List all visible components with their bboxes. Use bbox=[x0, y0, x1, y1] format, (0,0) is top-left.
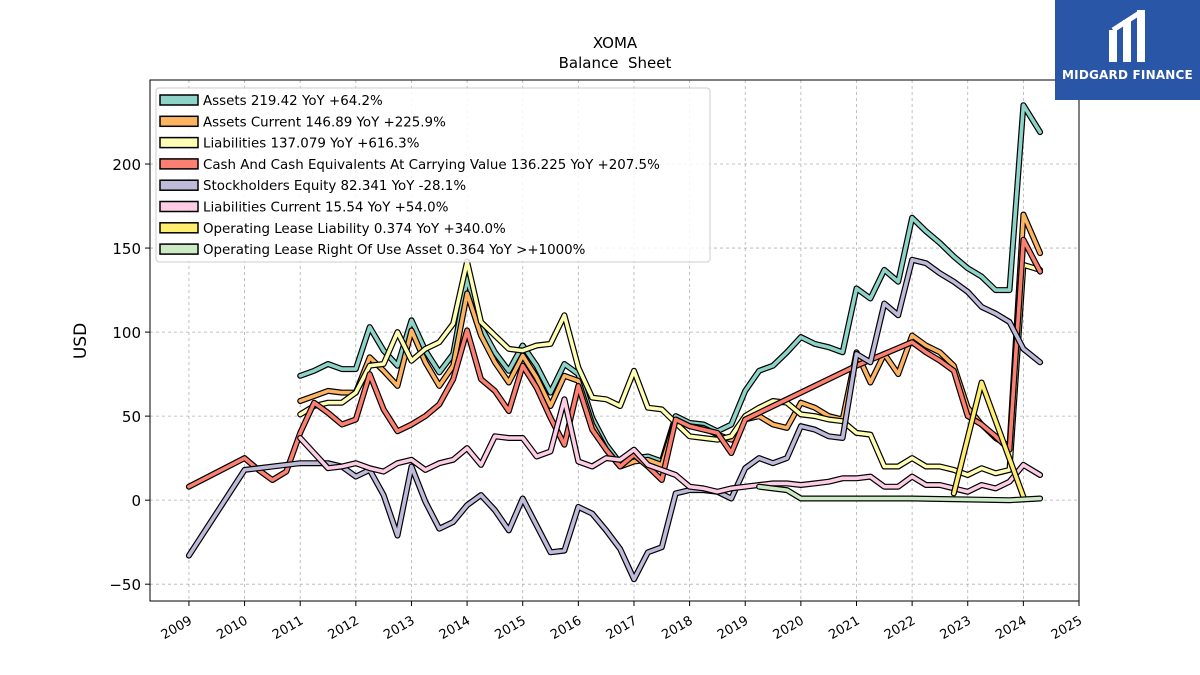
y-tick-label: 50 bbox=[122, 408, 141, 426]
legend-label: Assets 219.42 YoY +64.2% bbox=[203, 94, 383, 109]
series-layer bbox=[185, 102, 1044, 583]
x-tick-label: 2024 bbox=[993, 613, 1029, 643]
x-tick-label: 2013 bbox=[381, 613, 417, 643]
logo-mark-icon bbox=[1109, 9, 1145, 62]
x-tick-label: 2023 bbox=[938, 613, 974, 643]
legend: Assets 219.42 YoY +64.2% Assets Current 1… bbox=[155, 87, 711, 263]
y-tick-label: 200 bbox=[112, 156, 141, 174]
series-line bbox=[187, 237, 1042, 489]
legend-frame bbox=[155, 87, 711, 263]
x-tick-label: 2017 bbox=[604, 613, 640, 643]
x-tick-label: 2020 bbox=[771, 613, 807, 643]
y-tick-label: 0 bbox=[131, 492, 141, 510]
y-tick-label: 150 bbox=[112, 240, 141, 258]
legend-swatch bbox=[159, 136, 199, 149]
legend-swatch bbox=[159, 222, 199, 234]
legend-swatch bbox=[159, 179, 199, 191]
x-tick-label: 2018 bbox=[659, 613, 695, 643]
brand-logo: MIDGARD FINANCE bbox=[1055, 0, 1200, 100]
y-axis-label: USD bbox=[71, 323, 91, 359]
x-tick-label: 2014 bbox=[437, 613, 473, 643]
legend-label: Liabilities 137.079 YoY +616.3% bbox=[203, 137, 419, 152]
y-tick-label: 100 bbox=[112, 324, 141, 342]
logo-text: MIDGARD FINANCE bbox=[1062, 68, 1193, 82]
x-tick-label: 2011 bbox=[270, 613, 306, 643]
chart-subtitle: Balance Sheet bbox=[559, 54, 672, 72]
legend-label: Stockholders Equity 82.341 YoY -28.1% bbox=[203, 179, 466, 194]
x-tick-label: 2012 bbox=[326, 613, 362, 643]
y-axis: −50 0 50 100 150 200 bbox=[109, 156, 150, 594]
legend-swatch bbox=[159, 115, 199, 128]
legend-label: Assets Current 146.89 YoY +225.9% bbox=[203, 115, 446, 130]
chart-title: XOMA bbox=[593, 34, 638, 52]
legend-swatch bbox=[159, 243, 199, 255]
x-tick-label: 2021 bbox=[826, 613, 862, 643]
legend-label: Liabilities Current 15.54 YoY +54.0% bbox=[203, 201, 448, 216]
series-line bbox=[298, 397, 1042, 494]
series-line bbox=[952, 380, 1026, 499]
series-line bbox=[187, 258, 1042, 581]
x-tick-label: 2009 bbox=[159, 613, 195, 643]
x-axis: 2009 2010 2011 2012 2013 2014 2015 2016 2017 2018… bbox=[159, 601, 1085, 643]
legend-label: Operating Lease Right Of Use Asset 0.364… bbox=[203, 243, 585, 258]
legend-swatch bbox=[159, 94, 199, 106]
legend-swatch bbox=[159, 200, 199, 213]
plot-frame bbox=[149, 79, 1080, 602]
series-line bbox=[757, 484, 1042, 502]
legend-label: Cash And Cash Equivalents At Carrying Va… bbox=[203, 158, 660, 173]
x-tick-label: 2025 bbox=[1049, 613, 1085, 643]
x-tick-label: 2019 bbox=[715, 613, 751, 643]
x-tick-label: 2010 bbox=[214, 613, 250, 643]
legend-label: Operating Lease Liability 0.374 YoY +340… bbox=[203, 222, 506, 237]
y-tick-label: −50 bbox=[109, 576, 141, 594]
legend-swatch bbox=[159, 158, 199, 170]
x-tick-label: 2022 bbox=[882, 613, 918, 643]
x-tick-label: 2015 bbox=[493, 613, 529, 643]
series-line bbox=[298, 259, 1042, 477]
x-tick-label: 2016 bbox=[548, 613, 584, 643]
